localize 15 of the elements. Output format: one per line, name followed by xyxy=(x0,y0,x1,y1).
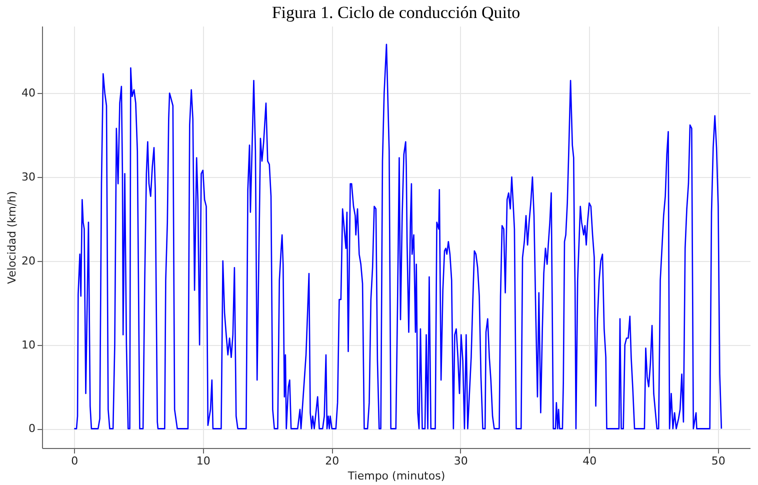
x-tick-label: 30 xyxy=(454,454,468,468)
x-tick-label: 0 xyxy=(71,454,78,468)
y-tick-label: 40 xyxy=(22,86,36,100)
y-tick-label: 0 xyxy=(28,422,36,436)
y-tick-label: 30 xyxy=(22,170,36,184)
x-tick-label: 20 xyxy=(325,454,340,468)
x-tick-label: 40 xyxy=(582,454,597,468)
y-tick-label: 20 xyxy=(22,254,36,268)
x-tick-label: 10 xyxy=(196,454,210,468)
x-axis-title: Tiempo (minutos) xyxy=(346,470,446,482)
y-axis-title: Velocidad (km/h) xyxy=(6,191,19,284)
line-series xyxy=(74,44,722,430)
chart-title: Figura 1. Ciclo de conducción Quito xyxy=(272,3,520,22)
x-tick-label: 50 xyxy=(711,454,726,468)
y-tick-label: 10 xyxy=(22,338,36,352)
